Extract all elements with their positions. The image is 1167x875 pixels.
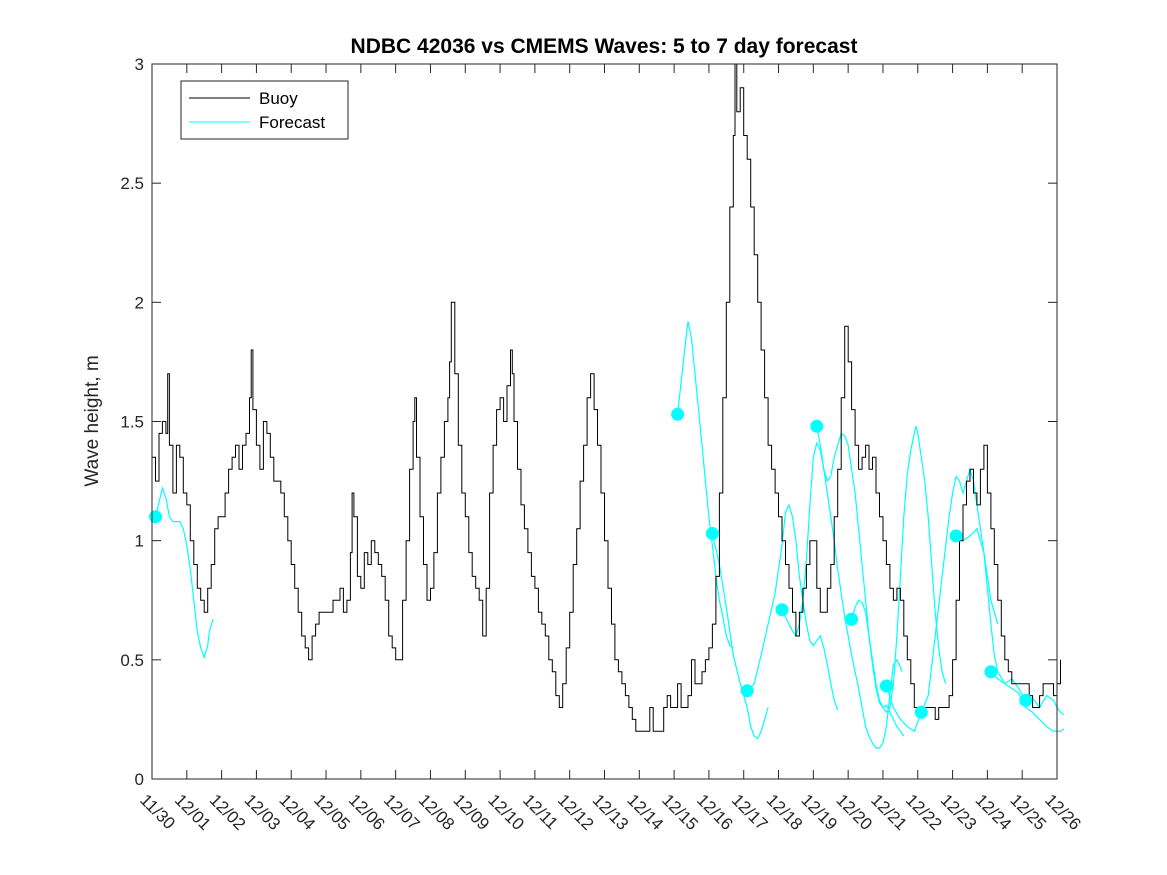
forecast-marker-1: [671, 407, 685, 421]
forecast-line-segment-2: [711, 533, 769, 740]
forecast-marker-2: [705, 527, 719, 540]
forecast-line-segment-7: [885, 685, 922, 733]
legend-forecast-label: Forecast: [259, 113, 325, 132]
forecast-marker-9: [949, 529, 963, 543]
forecast-line-segment-0: [154, 486, 214, 660]
y-tick-label-2: 1: [135, 532, 144, 551]
forecast-line-segment-6: [851, 599, 905, 737]
forecast-marker-5: [810, 419, 824, 433]
y-tick-label-1: 0.5: [120, 651, 144, 670]
forecast-line-segment-3: [746, 503, 839, 711]
buoy-line: [152, 63, 1061, 732]
forecast-marker-6: [845, 612, 859, 626]
forecast-line-segment-4: [781, 441, 903, 749]
legend-buoy-label: Buoy: [259, 89, 298, 108]
y-tick-label-4: 2: [135, 293, 144, 312]
forecast-line-segment-1: [677, 321, 734, 649]
legend: Buoy Forecast: [180, 80, 349, 140]
forecast-marker-0: [149, 510, 162, 524]
forecast-marker-3: [740, 684, 754, 698]
y-tick-label-5: 2.5: [120, 174, 144, 193]
forecast-marker-4: [775, 603, 789, 617]
y-tick-label-0: 0: [135, 770, 144, 789]
forecast-marker-7: [879, 679, 893, 693]
y-tick-label-6: 3: [135, 55, 144, 74]
y-tick-label-3: 1.5: [120, 413, 144, 432]
forecast-marker-10: [984, 665, 998, 679]
forecast-marker-8: [914, 705, 928, 719]
plot-area: [152, 64, 1057, 779]
forecast-line-segment-9: [955, 527, 1065, 732]
legend-box: [180, 80, 349, 140]
y-axis-label: Wave height, m: [82, 355, 103, 486]
forecast-marker-11: [1019, 693, 1033, 707]
chart-title: NDBC 42036 vs CMEMS Waves: 5 to 7 day fo…: [351, 35, 858, 58]
